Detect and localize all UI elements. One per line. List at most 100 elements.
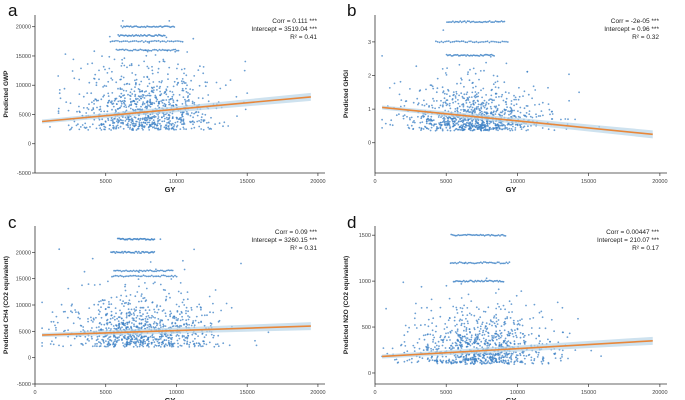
scatter-point bbox=[161, 40, 164, 43]
scatter-point bbox=[51, 340, 53, 343]
scatter-point bbox=[115, 324, 117, 326]
scatter-point bbox=[460, 283, 463, 285]
scatter-point bbox=[433, 359, 436, 362]
scatter-point bbox=[254, 339, 256, 342]
scatter-point bbox=[484, 53, 487, 56]
scatter-point bbox=[403, 114, 406, 116]
scatter-point bbox=[175, 128, 177, 131]
scatter-point bbox=[143, 335, 146, 338]
scatter-point bbox=[58, 89, 61, 91]
scatter-point bbox=[96, 342, 98, 345]
scatter-point bbox=[452, 94, 455, 97]
scatter-point bbox=[180, 310, 183, 313]
scatter-point bbox=[391, 347, 394, 350]
scatter-point bbox=[465, 358, 468, 361]
scatter-point bbox=[481, 96, 483, 99]
scatter-point bbox=[229, 79, 232, 81]
scatter-point bbox=[162, 58, 165, 61]
scatter-point bbox=[482, 329, 485, 332]
scatter-point bbox=[501, 110, 504, 112]
scatter-point bbox=[137, 270, 140, 273]
scatter-point bbox=[553, 352, 555, 355]
scatter-point bbox=[483, 99, 486, 102]
scatter-point bbox=[176, 77, 178, 80]
scatter-point bbox=[164, 124, 167, 127]
scatter-point bbox=[198, 342, 201, 345]
scatter-point bbox=[137, 64, 140, 67]
scatter-point bbox=[498, 357, 500, 360]
scatter-point bbox=[486, 124, 489, 126]
scatter-point bbox=[55, 329, 57, 331]
scatter-point bbox=[170, 344, 173, 346]
scatter-point bbox=[162, 270, 165, 273]
scatter-point bbox=[153, 35, 155, 37]
scatter-point bbox=[118, 336, 121, 338]
scatter-point bbox=[442, 104, 444, 107]
scatter-point bbox=[111, 108, 113, 111]
scatter-point bbox=[459, 118, 461, 120]
scatter-point bbox=[499, 124, 502, 127]
scatter-point bbox=[121, 20, 124, 22]
scatter-point bbox=[180, 345, 183, 347]
scatter-point bbox=[154, 281, 156, 284]
scatter-point bbox=[472, 262, 475, 265]
scatter-point bbox=[170, 278, 173, 280]
scatter-point bbox=[133, 325, 136, 328]
scatter-point bbox=[149, 275, 152, 278]
scatter-point bbox=[117, 107, 120, 110]
scatter-point bbox=[124, 283, 127, 286]
scatter-point bbox=[69, 128, 71, 131]
scatter-point bbox=[450, 344, 453, 347]
scatter-point bbox=[506, 128, 509, 131]
scatter-point bbox=[489, 105, 492, 108]
scatter-point bbox=[445, 126, 448, 129]
scatter-point bbox=[454, 344, 457, 347]
panel-letter: d bbox=[347, 213, 356, 232]
scatter-point bbox=[442, 41, 445, 44]
scatter-point bbox=[389, 123, 392, 126]
scatter-point bbox=[115, 296, 118, 298]
scatter-point bbox=[497, 280, 500, 283]
scatter-point bbox=[467, 322, 469, 325]
scatter-point bbox=[468, 312, 471, 315]
scatter-point bbox=[447, 117, 450, 120]
scatter-point bbox=[168, 103, 171, 106]
scatter-point bbox=[515, 103, 518, 106]
scatter-point bbox=[140, 97, 142, 100]
scatter-point bbox=[478, 108, 480, 110]
scatter-point bbox=[465, 55, 467, 57]
scatter-point bbox=[415, 327, 418, 329]
scatter-point bbox=[138, 95, 141, 98]
scatter-point bbox=[508, 127, 511, 130]
scatter-point bbox=[465, 337, 467, 339]
scatter-point bbox=[443, 336, 446, 339]
scatter-point bbox=[129, 118, 131, 121]
scatter-point bbox=[474, 91, 477, 93]
scatter-point bbox=[122, 270, 124, 272]
scatter-point bbox=[71, 311, 74, 314]
scatter-point bbox=[425, 103, 428, 105]
scatter-point bbox=[453, 347, 455, 349]
scatter-point bbox=[124, 322, 127, 325]
scatter-point bbox=[463, 329, 465, 332]
scatter-point bbox=[175, 316, 178, 319]
scatter-point bbox=[164, 299, 167, 302]
scatter-point bbox=[431, 104, 433, 107]
scatter-point bbox=[474, 333, 477, 336]
scatter-point bbox=[538, 327, 541, 329]
scatter-point bbox=[125, 315, 128, 317]
scatter-point bbox=[137, 335, 140, 338]
y-tick-label: 15000 bbox=[16, 277, 31, 283]
scatter-point bbox=[160, 333, 163, 336]
scatter-point bbox=[73, 77, 76, 80]
scatter-point bbox=[126, 49, 129, 51]
scatter-point bbox=[437, 340, 440, 343]
scatter-point bbox=[175, 275, 178, 278]
scatter-point bbox=[121, 26, 124, 29]
scatter-point bbox=[127, 93, 129, 96]
scatter-point bbox=[193, 345, 196, 348]
scatter-point bbox=[157, 308, 160, 311]
scatter-point bbox=[462, 104, 465, 106]
scatter-point bbox=[168, 127, 171, 130]
